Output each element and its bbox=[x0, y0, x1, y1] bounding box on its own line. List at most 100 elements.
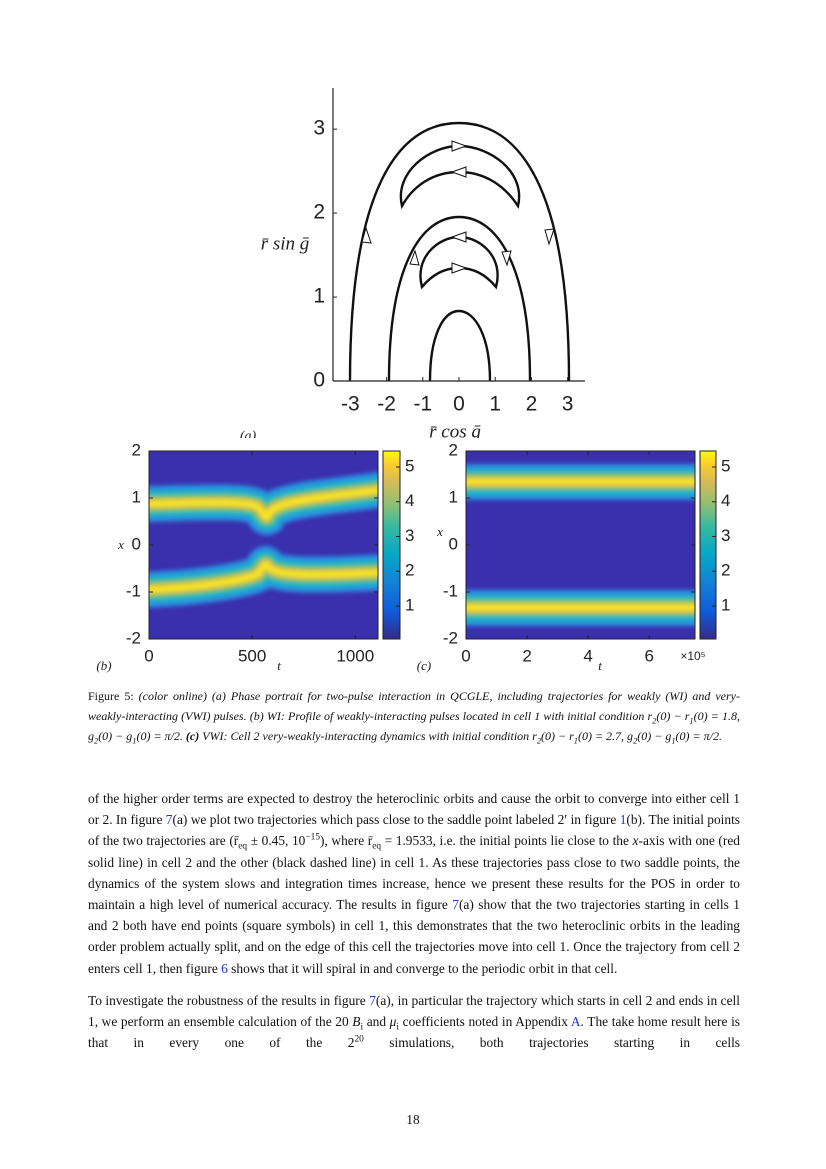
reference-link[interactable]: 6 bbox=[221, 960, 228, 976]
x-axis-label: r̄ cos ḡ bbox=[429, 421, 481, 442]
colorbar bbox=[699, 450, 717, 640]
colorbar-tick-label: 2 bbox=[405, 561, 414, 580]
x-tick-label: 1 bbox=[489, 393, 501, 416]
body-text: of the higher order terms are expected t… bbox=[88, 788, 740, 1064]
subscript: 1 bbox=[132, 736, 137, 746]
x-tick-label: 6 bbox=[644, 646, 653, 665]
y-axis-label: r̄ sin ḡ bbox=[261, 233, 310, 254]
x-tick-label: 500 bbox=[238, 646, 266, 665]
text-run: ± 0.45, 10 bbox=[247, 833, 306, 849]
y-tick-label: -2 bbox=[126, 628, 141, 647]
subscript: 2 bbox=[94, 736, 99, 746]
text-run: VWI: Cell 2 very-weakly-interacting dyna… bbox=[199, 729, 537, 743]
y-axis-label: x bbox=[436, 524, 443, 539]
text-run: and bbox=[363, 1014, 390, 1030]
y-tick-label: -2 bbox=[443, 628, 458, 647]
y-axis-label: x bbox=[117, 537, 124, 552]
text-run: coefficients noted in Appendix bbox=[399, 1014, 571, 1030]
text-run: = 1.9533, i.e. the initial points lie cl… bbox=[381, 833, 633, 849]
page-number: 18 bbox=[406, 1112, 420, 1127]
text-run: To investigate the robustness of the res… bbox=[88, 992, 370, 1008]
text-run: (0) − r bbox=[541, 729, 574, 743]
subscript: i bbox=[360, 1022, 364, 1033]
colorbar-tick-label: 4 bbox=[721, 491, 730, 510]
phase-portrait bbox=[348, 121, 571, 382]
heatmap-c bbox=[466, 451, 695, 639]
text-run: (0) − g bbox=[637, 729, 672, 743]
text-run: -axis with one (red solid line) in cell … bbox=[88, 833, 740, 913]
y-tick-label: -1 bbox=[443, 581, 458, 600]
reference-link[interactable]: 7 bbox=[452, 897, 459, 913]
x-tick-label: -2 bbox=[377, 393, 396, 416]
trajectory bbox=[348, 121, 571, 382]
y-tick-label: 0 bbox=[313, 369, 325, 392]
y-tick-label: 2 bbox=[449, 440, 458, 459]
text-run: (0) = π/2. bbox=[136, 729, 186, 743]
pulse bbox=[149, 472, 378, 536]
y-tick-label: 2 bbox=[313, 201, 325, 224]
trajectory bbox=[399, 144, 521, 210]
x-tick-label: 0 bbox=[461, 646, 470, 665]
math-symbol: x bbox=[632, 833, 639, 849]
colorbar-tick-label: 3 bbox=[721, 526, 730, 545]
reference-link[interactable]: 7 bbox=[165, 812, 173, 828]
text-run: (color online) (a) Phase portrait for tw… bbox=[88, 689, 740, 723]
math-symbol: μ bbox=[389, 1014, 397, 1030]
y-tick-label: 0 bbox=[449, 534, 458, 553]
subscript: eq bbox=[372, 842, 382, 853]
y-tick-label: 2 bbox=[132, 440, 141, 459]
y-tick-label: 3 bbox=[313, 117, 325, 140]
text-run: (a) show that the two trajectories start… bbox=[88, 897, 740, 976]
reference-link[interactable]: A bbox=[570, 1014, 581, 1030]
subscript: 1 bbox=[671, 736, 676, 746]
reference-link[interactable]: 7 bbox=[369, 992, 376, 1008]
text-normal: Figure 5: bbox=[88, 689, 139, 703]
text-run: (b). The initial points of the two traje… bbox=[88, 812, 741, 849]
x-tick-label: 0 bbox=[144, 646, 153, 665]
x-tick-label: 4 bbox=[583, 646, 592, 665]
trajectory bbox=[419, 235, 499, 290]
subscript: 2 bbox=[652, 716, 657, 726]
colorbar-tick-label: 3 bbox=[405, 526, 414, 545]
bold-text: (c) bbox=[185, 729, 200, 743]
panel-label: (c) bbox=[417, 658, 431, 673]
heatmap-b bbox=[149, 451, 378, 639]
text-run: ), where r̄ bbox=[320, 833, 373, 849]
colorbar-tick-label: 5 bbox=[405, 456, 414, 475]
x-tick-label: -3 bbox=[341, 393, 360, 416]
text-run: of the higher order terms are expected t… bbox=[88, 791, 740, 828]
x-tick-label: 0 bbox=[453, 393, 465, 416]
colorbar-tick-label: 2 bbox=[721, 561, 730, 580]
x-tick-label: 3 bbox=[562, 393, 574, 416]
x-axis-label: t bbox=[277, 658, 281, 673]
x-tick-label: 2 bbox=[526, 393, 538, 416]
text-run: (a) we plot two trajectories which pass … bbox=[172, 812, 620, 828]
y-tick-label: 1 bbox=[313, 285, 325, 308]
colorbar-tick-label: 5 bbox=[721, 456, 730, 475]
text-run: (a), in particular the trajectory which … bbox=[88, 992, 740, 1030]
subscript: i bbox=[396, 1022, 400, 1033]
superscript: −15 bbox=[305, 832, 321, 843]
text-run: . The take home result here is that in e… bbox=[88, 1014, 741, 1051]
trajectory bbox=[387, 215, 532, 382]
text-run: (0) − g bbox=[98, 729, 133, 743]
colorbar-tick-label: 4 bbox=[405, 491, 414, 510]
reference-link[interactable]: 1 bbox=[619, 812, 627, 828]
colorbar-tick-label: 1 bbox=[405, 595, 414, 614]
x-tick-label: -1 bbox=[413, 393, 432, 416]
panel-overlap bbox=[140, 438, 740, 450]
subscript: 2 bbox=[536, 736, 542, 746]
panel-label: (b) bbox=[96, 658, 111, 673]
x-axis-label: t bbox=[598, 658, 602, 673]
text-run: (0) = 1.8, g bbox=[88, 709, 740, 743]
x-scale-label: ×10⁵ bbox=[680, 649, 705, 663]
colorbar-tick-label: 1 bbox=[721, 595, 730, 614]
colorbar bbox=[382, 450, 401, 640]
text-run: shows that it will spiral in and converg… bbox=[227, 960, 618, 976]
y-tick-label: 1 bbox=[132, 487, 141, 506]
superscript: 20 bbox=[354, 1034, 364, 1045]
trajectory bbox=[428, 309, 492, 382]
paragraph: To investigate the robustness of the res… bbox=[88, 990, 740, 1054]
